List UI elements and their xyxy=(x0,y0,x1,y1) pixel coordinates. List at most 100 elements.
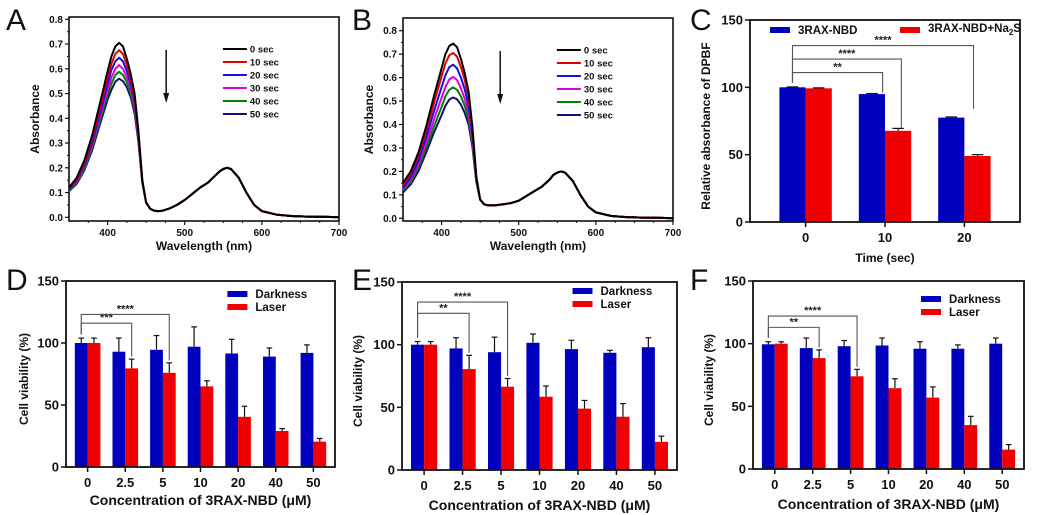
bar-darkness-40 xyxy=(603,352,617,470)
series-line-50-sec xyxy=(402,96,674,220)
y-tick-label: 50 xyxy=(45,398,59,413)
bar-laser-20 xyxy=(926,397,940,469)
bar-darkness-2.5 xyxy=(449,348,463,470)
significance-bracket xyxy=(791,45,975,109)
y-tick-label: 0.5 xyxy=(49,89,63,100)
bar-darkness-20 xyxy=(913,348,927,469)
legend-swatch xyxy=(572,301,593,307)
bar-laser-0 xyxy=(87,343,101,467)
bar-darkness-50 xyxy=(300,352,314,467)
x-tick-label: 0 xyxy=(84,475,91,490)
bar-darkness-20 xyxy=(564,349,578,470)
bar-laser-50 xyxy=(313,441,327,467)
legend-label: 20 sec xyxy=(250,71,279,82)
series-line-30-sec xyxy=(402,75,674,220)
x-axis-label: Wavelength (nm) xyxy=(156,239,252,253)
bar-laser-5 xyxy=(501,386,515,470)
series-line-40-sec xyxy=(402,86,674,220)
y-axis-label: Cell viability (%) xyxy=(702,334,716,426)
legend-label-main: 3RAX-NBD+Na xyxy=(928,23,1009,35)
y-tick-label: 150 xyxy=(724,274,746,289)
x-tick-label: 500 xyxy=(176,228,193,239)
y-tick-label: 0.8 xyxy=(49,15,63,26)
bar-darkness-10 xyxy=(526,342,540,470)
bar-darkness-0 xyxy=(411,344,425,470)
bar-darkness-5 xyxy=(488,352,502,470)
bar-darkness-40 xyxy=(951,348,965,469)
legend-swatch xyxy=(921,309,942,315)
legend-label: 10 sec xyxy=(584,59,613,70)
bar-laser-50 xyxy=(654,441,668,470)
bar-laser-2.5 xyxy=(462,369,476,470)
y-tick-label: 0.2 xyxy=(49,163,63,174)
panel-c-dpbf-bar-chart: 0 50 100 150 0 10 20 Time (sec) Relative absorba… xyxy=(699,13,1021,266)
x-tick-label: 0 xyxy=(771,477,778,492)
significance-label: ** xyxy=(789,316,798,328)
x-tick-label: 40 xyxy=(269,475,283,490)
y-tick-label: 50 xyxy=(381,400,395,415)
x-tick-label: 2.5 xyxy=(116,475,134,490)
bar-darkness-0 xyxy=(74,343,88,467)
y-tick-label: 100 xyxy=(724,336,746,351)
y-tick-label: 0.1 xyxy=(383,190,397,201)
panel-letter-c: C xyxy=(690,4,712,37)
plot-frame xyxy=(68,16,340,222)
bar-darkness-2.5 xyxy=(112,351,126,467)
legend-label: 40 sec xyxy=(250,97,279,108)
bar-darkness-40 xyxy=(263,356,276,467)
y-tick-label: 0 xyxy=(736,215,743,230)
significance-label: **** xyxy=(804,305,822,317)
decrease-arrow-head xyxy=(497,94,504,104)
x-tick-label: 20 xyxy=(957,230,971,245)
y-tick-label: 0.4 xyxy=(383,120,397,131)
bar-darkness-5 xyxy=(837,346,851,469)
y-axis-label: Absorbance xyxy=(362,85,376,155)
panel-d-viability-bar-chart: 0 50 100 150 0 2.5 5 10 20 40 50 Concentration of 3… xyxy=(17,274,336,508)
x-axis-label: Concentration of 3RAX-NBD (μM) xyxy=(90,492,312,508)
decrease-arrow-head xyxy=(163,93,170,103)
y-tick-label: 150 xyxy=(37,274,59,289)
bar-laser-10 xyxy=(539,396,553,470)
y-tick-label: 0.6 xyxy=(49,64,63,75)
panel-f-viability-bar-chart: 0 50 100 150 0 2.5 5 10 20 40 50 Concentration of 3… xyxy=(702,274,1025,512)
panel-letter-d: D xyxy=(6,264,28,297)
bar-darkness-10 xyxy=(187,346,201,467)
legend-label-subscript: 2 xyxy=(1009,28,1014,37)
bar-darkness-0 xyxy=(761,344,775,469)
panel-e-viability-bar-chart: 0 50 100 150 0 2.5 5 10 20 40 50 Concentration of 3… xyxy=(351,275,678,513)
x-tick-label: 5 xyxy=(497,478,504,493)
bar-laser-40 xyxy=(964,425,978,469)
series-line-50-sec xyxy=(68,77,340,219)
x-tick-label: 50 xyxy=(995,477,1009,492)
legend-label: 40 sec xyxy=(584,98,613,109)
y-tick-label: 0.0 xyxy=(49,213,63,224)
panel-letter-b: B xyxy=(352,4,372,37)
x-tick-label: 10 xyxy=(532,478,546,493)
legend-label: Laser xyxy=(949,307,980,319)
y-tick-label: 0 xyxy=(388,463,395,478)
legend-swatch xyxy=(227,304,248,310)
y-tick-label: 0.4 xyxy=(49,114,63,125)
x-axis-label: Wavelength (nm) xyxy=(490,239,586,253)
significance-label: **** xyxy=(454,291,472,303)
x-tick-label: 20 xyxy=(571,478,585,493)
x-tick-label: 600 xyxy=(254,228,271,239)
bar-3rax-nbd-na2s-0 xyxy=(805,88,832,222)
x-tick-label: 5 xyxy=(847,477,854,492)
bar-laser-20 xyxy=(238,416,251,467)
y-tick-label: 0 xyxy=(739,462,746,477)
significance-bracket xyxy=(417,301,509,376)
legend-label-tail: S xyxy=(1013,23,1021,35)
legend-label: 0 sec xyxy=(250,45,274,56)
x-axis-label: Time (sec) xyxy=(855,251,914,265)
series-line-0-sec xyxy=(68,41,340,219)
bar-laser-10 xyxy=(888,388,902,469)
bar-laser-20 xyxy=(578,408,592,470)
significance-label: ** xyxy=(833,62,842,74)
legend-label: 30 sec xyxy=(584,85,613,96)
y-tick-label: 0.5 xyxy=(383,97,397,108)
x-tick-label: 20 xyxy=(919,477,933,492)
y-tick-label: 0.8 xyxy=(383,26,397,37)
panel-b-spectra-chart: 0.0 0.1 0.2 0.3 0.4 0.5 0.6 0.7 0.8 400 500 600 700 W… xyxy=(362,17,682,253)
bar-laser-2.5 xyxy=(125,368,139,467)
